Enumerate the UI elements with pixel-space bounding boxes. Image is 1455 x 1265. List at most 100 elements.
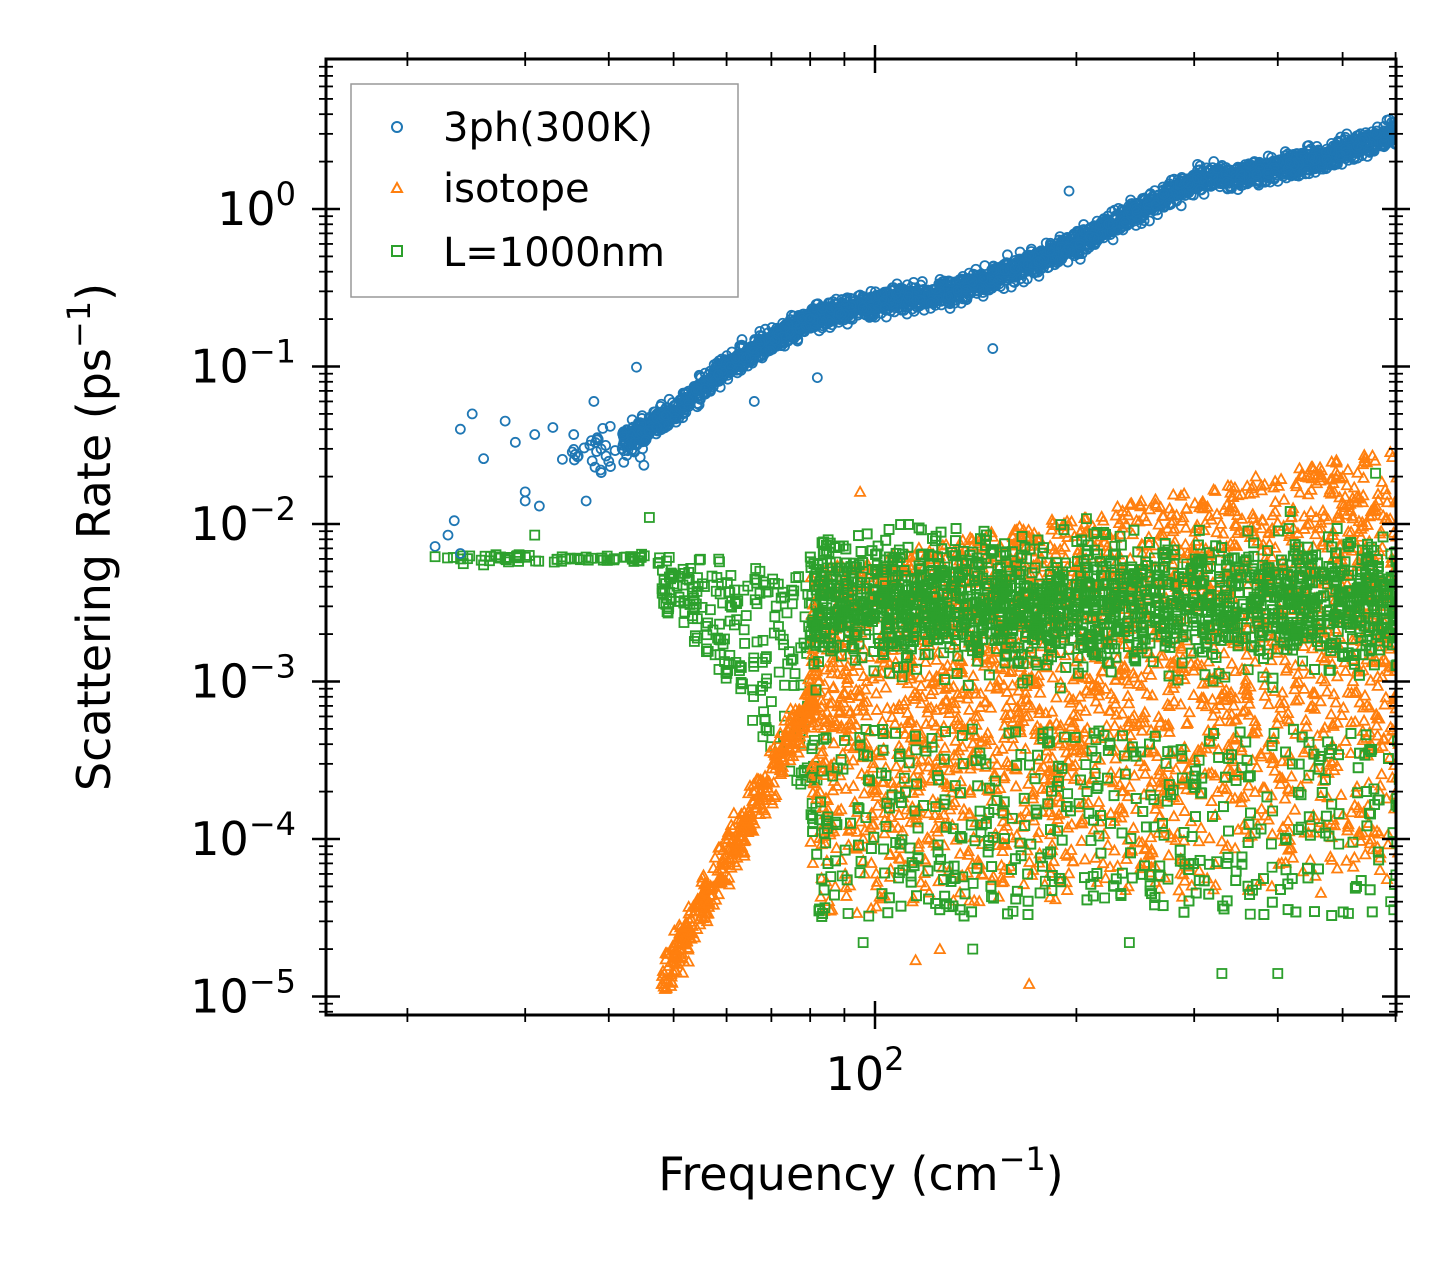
point-boundary (701, 643, 712, 655)
point-boundary (678, 597, 690, 609)
point-isotope (1408, 617, 1418, 626)
point-boundary (442, 552, 453, 564)
point-isotope (1205, 794, 1219, 807)
point-isotope (763, 784, 777, 796)
point-isotope (1364, 832, 1378, 845)
point-boundary (1258, 909, 1270, 920)
point-isotope (1408, 740, 1418, 749)
point-boundary (699, 581, 710, 592)
point-isotope (1338, 489, 1352, 502)
point-boundary (738, 584, 750, 596)
point-isotope (879, 680, 893, 693)
point-isotope (1409, 740, 1419, 749)
point-isotope (1403, 472, 1413, 481)
point-isotope (1033, 685, 1047, 698)
point-isotope (1400, 732, 1410, 741)
point-boundary (575, 554, 586, 566)
point-isotope (1214, 517, 1228, 529)
point-isotope (1212, 665, 1226, 677)
point-isotope (681, 942, 695, 955)
point-isotope (1238, 525, 1252, 538)
point-boundary (757, 731, 769, 743)
point-isotope (1405, 820, 1415, 829)
point-boundary (761, 673, 772, 685)
point-isotope (684, 911, 698, 924)
point-boundary (1266, 896, 1278, 908)
point-isotope (738, 811, 752, 824)
point-boundary (1401, 563, 1410, 572)
point-isotope (1249, 469, 1263, 482)
point-isotope (731, 824, 745, 837)
point-isotope (787, 707, 801, 720)
point-boundary (1002, 908, 1013, 920)
point-isotope (1246, 511, 1260, 524)
point-isotope (870, 789, 884, 802)
point-isotope (1401, 505, 1411, 514)
point-isotope (779, 727, 793, 740)
point-boundary (751, 574, 762, 586)
point-isotope (1375, 475, 1389, 487)
point-isotope (776, 760, 790, 772)
point-isotope (1075, 834, 1089, 846)
point-isotope (911, 840, 925, 852)
point-isotope (1399, 821, 1409, 830)
point-boundary (786, 598, 798, 610)
point-isotope (1404, 531, 1414, 540)
point-isotope (1162, 848, 1176, 861)
point-isotope (858, 682, 872, 695)
point-isotope (1138, 766, 1152, 779)
point-isotope (715, 852, 730, 865)
point-isotope (1268, 763, 1282, 776)
point-boundary (1399, 612, 1408, 621)
point-boundary (665, 593, 677, 605)
point-isotope (875, 714, 890, 727)
point-boundary (688, 636, 700, 647)
point-isotope (1412, 737, 1422, 746)
point-isotope (962, 703, 976, 715)
point-boundary (719, 633, 730, 645)
point-boundary (1409, 571, 1418, 580)
point-isotope (1300, 771, 1314, 784)
point-isotope (673, 930, 687, 943)
point-isotope (1387, 692, 1396, 705)
point-isotope (1402, 602, 1412, 611)
point-boundary (634, 552, 646, 563)
point-isotope (1143, 780, 1157, 793)
point-isotope (667, 950, 681, 962)
point-boundary (788, 680, 800, 691)
point-isotope (1092, 795, 1106, 807)
point-isotope (1174, 488, 1188, 501)
point-isotope (1401, 829, 1411, 838)
point-isotope (1403, 701, 1413, 710)
point-isotope (1174, 866, 1188, 879)
point-isotope (684, 904, 698, 916)
point-boundary (1409, 592, 1418, 601)
point-isotope (990, 757, 1004, 770)
point-isotope (1341, 463, 1355, 475)
point-isotope (922, 885, 936, 898)
point-isotope (1413, 457, 1423, 466)
point-isotope (986, 651, 1000, 664)
point-isotope (841, 823, 855, 836)
point-isotope (1134, 678, 1148, 691)
point-isotope (1398, 812, 1408, 821)
point-boundary (786, 584, 798, 596)
point-isotope (1303, 853, 1317, 866)
point-isotope (1324, 707, 1338, 720)
point-isotope (1047, 854, 1061, 867)
point-isotope (1399, 474, 1409, 483)
point-boundary (678, 617, 690, 628)
point-isotope (774, 767, 788, 779)
point-boundary (671, 580, 683, 592)
point-boundary (757, 576, 769, 588)
point-isotope (1400, 508, 1410, 517)
point-boundary (735, 677, 747, 688)
point-isotope (1277, 492, 1291, 505)
point-isotope (1411, 832, 1421, 841)
point-boundary (688, 595, 700, 606)
point-boundary (1412, 633, 1421, 642)
point-boundary (665, 567, 677, 579)
point-isotope (750, 796, 764, 809)
point-isotope (788, 733, 802, 746)
point-isotope (1270, 645, 1284, 658)
